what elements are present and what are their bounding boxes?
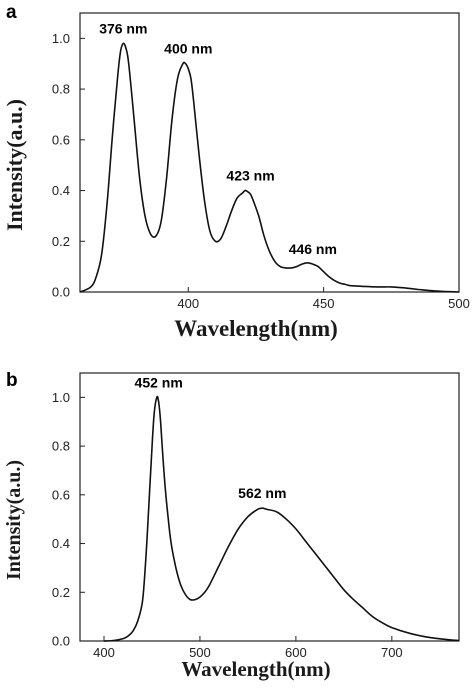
x-tick-label-a: 500: [448, 296, 470, 311]
x-tick-label-b: 700: [381, 645, 403, 660]
peak-annotations-b: 452 nm 562 nm: [135, 374, 287, 501]
y-tick-label-b: 0.6: [52, 487, 70, 502]
panel-letter-b: b: [6, 370, 18, 391]
spectrum-line-b: [103, 395, 460, 642]
plot-frame-b: [79, 372, 460, 642]
y-axis-a: 0.0 0.2 0.4 0.6 0.8 1.0: [52, 31, 85, 300]
y-tick-label-a: 0.0: [52, 285, 70, 300]
panel-letter-a: a: [6, 2, 17, 23]
x-axis-label-b: Wavelength(nm): [181, 657, 330, 681]
peak-label-b: 452 nm: [135, 374, 183, 390]
peak-annotations-a: 376 nm 400 nm 423 nm 446 nm: [99, 20, 337, 257]
y-tick-label-a: 0.6: [52, 132, 70, 147]
x-axis-label-a: Wavelength(nm): [174, 316, 338, 341]
y-tick-label-a: 0.2: [52, 234, 70, 249]
spectrum-line-a: [79, 42, 460, 293]
peak-label-b: 562 nm: [238, 485, 286, 501]
x-axis-a: 400 450 500: [177, 287, 470, 311]
x-tick-label-b: 400: [93, 645, 115, 660]
y-axis-label-a: Intensity(a.u.): [2, 99, 27, 231]
y-tick-label-b: 0.0: [52, 634, 70, 649]
y-tick-label-b: 0.8: [52, 439, 70, 454]
y-axis-b: 0.0 0.2 0.4 0.6 0.8 1.0: [52, 390, 85, 649]
x-tick-label-a: 450: [313, 296, 335, 311]
peak-label-a: 446 nm: [289, 241, 337, 257]
peak-label-a: 400 nm: [164, 41, 212, 57]
peak-label-a: 423 nm: [226, 168, 274, 184]
y-tick-label-b: 1.0: [52, 390, 70, 405]
y-tick-label-a: 0.4: [52, 183, 70, 198]
y-tick-label-b: 0.4: [52, 536, 70, 551]
x-tick-label-b: 500: [189, 645, 211, 660]
y-tick-label-a: 1.0: [52, 31, 70, 46]
panel-b: b 0.0 0.2 0.4 0.6 0.8 1.0 400 500 600 700 452 nm…: [3, 370, 460, 681]
x-axis-b: 400 500 600 700: [93, 636, 403, 660]
plot-frame-a: [79, 12, 460, 293]
peak-label-a: 376 nm: [99, 20, 147, 36]
y-tick-label-a: 0.8: [52, 82, 70, 97]
x-tick-label-b: 600: [285, 645, 307, 660]
x-tick-label-a: 400: [177, 296, 199, 311]
y-axis-label-b: Intensity(a.u.): [3, 460, 25, 580]
y-tick-label-b: 0.2: [52, 585, 70, 600]
panel-a: a 0.0 0.2 0.4 0.6 0.8 1.0 400 450 500 376 nm 400…: [2, 2, 470, 341]
